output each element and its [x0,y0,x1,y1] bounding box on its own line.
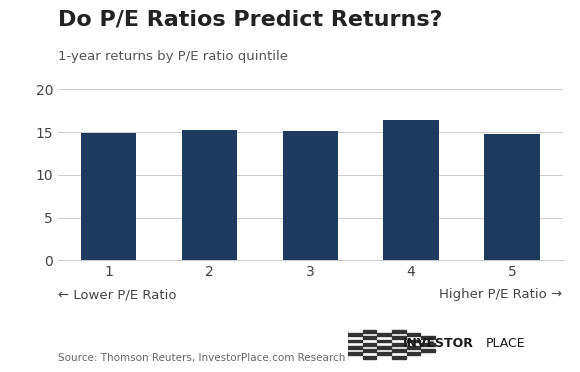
Text: INVESTOR: INVESTOR [403,337,474,350]
Bar [378,352,391,355]
Text: Do P/E Ratios Predict Returns?: Do P/E Ratios Predict Returns? [58,9,443,29]
Text: 1-year returns by P/E ratio quintile: 1-year returns by P/E ratio quintile [58,50,288,63]
Bar [348,346,361,349]
Bar [392,330,405,333]
Bar [392,349,405,352]
Bar [182,130,237,260]
Bar [362,330,376,333]
Bar [378,346,391,349]
Bar [318,340,332,343]
Bar [422,343,435,346]
Text: ← Lower P/E Ratio: ← Lower P/E Ratio [58,288,176,301]
Bar [304,349,317,352]
Bar [362,336,376,339]
Bar [407,340,420,343]
Bar [348,333,361,336]
Bar [348,352,361,355]
Bar [407,346,420,349]
Bar [422,349,435,352]
Bar [484,134,539,260]
Bar [378,340,391,343]
Bar [392,336,405,339]
Bar [348,340,361,343]
Bar [407,333,420,336]
Bar [318,352,332,355]
Bar [392,343,405,346]
Bar [334,336,347,339]
Bar [422,336,435,339]
Text: PLACE: PLACE [486,337,526,350]
Bar [304,336,317,339]
Text: INVESTORPLACE: INVESTORPLACE [403,337,519,350]
Bar [378,333,391,336]
Bar [282,131,338,260]
Bar [304,343,317,346]
Text: Higher P/E Ratio →: Higher P/E Ratio → [440,288,563,301]
Bar [383,120,439,260]
Bar [407,352,420,355]
Bar [392,356,405,359]
Bar [318,333,332,336]
Bar [81,133,136,260]
Bar [334,343,347,346]
Bar [318,346,332,349]
Text: Source: Thomson Reuters, InvestorPlace.com Research: Source: Thomson Reuters, InvestorPlace.c… [58,353,345,363]
Bar [362,343,376,346]
Bar [362,349,376,352]
Bar [334,356,347,359]
Bar [334,330,347,333]
Bar [334,349,347,352]
Bar [362,356,376,359]
